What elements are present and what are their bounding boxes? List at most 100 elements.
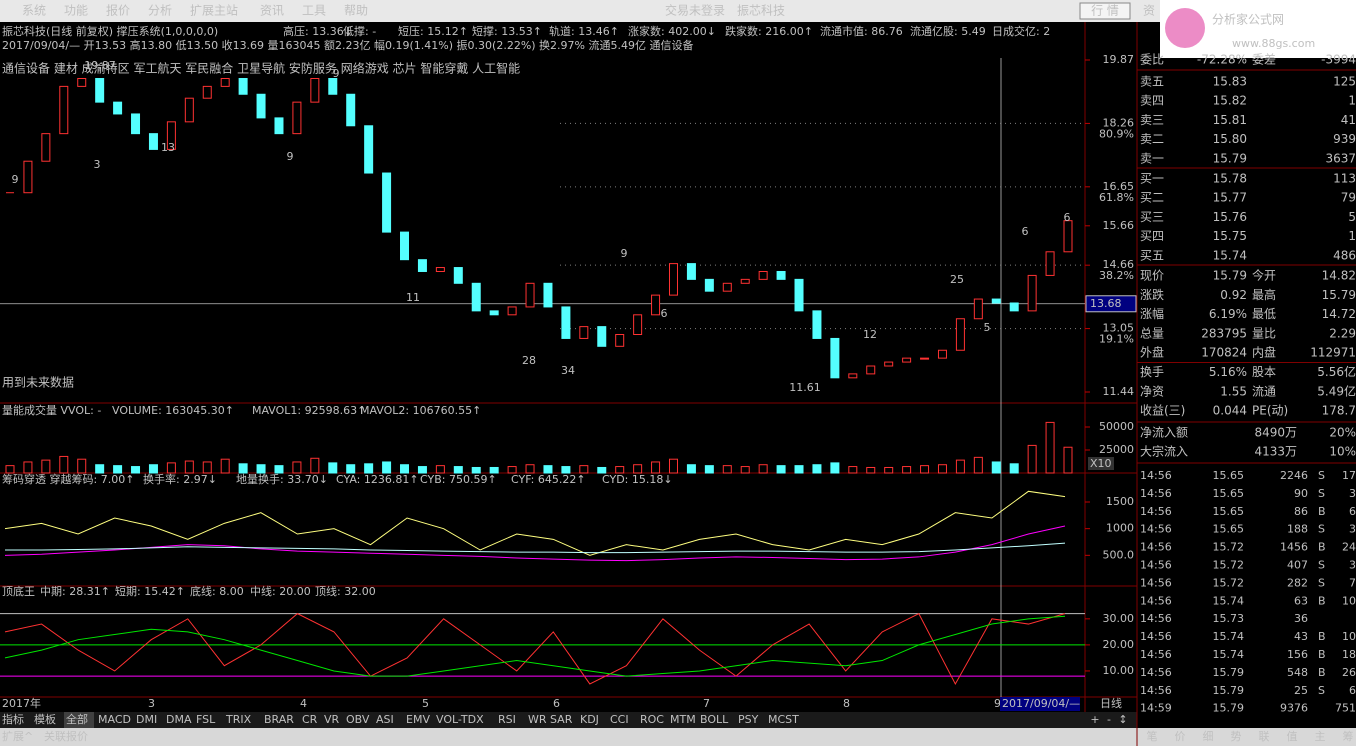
candle (525, 282, 535, 308)
book-label: 买四 (1140, 229, 1164, 243)
tab[interactable]: FSL (196, 713, 216, 726)
tick-time: 14:56 (1140, 505, 1172, 518)
tick-volume: 90 (1294, 487, 1308, 500)
tab[interactable]: 指标 (2, 712, 24, 726)
indicator: 低撑: - (343, 24, 376, 38)
period: 日线 (1100, 696, 1122, 710)
tick-volume: 9376 (1280, 702, 1308, 715)
y-tick-label: 1000 (1106, 522, 1134, 535)
tab[interactable]: ASI (376, 713, 394, 726)
menu-item[interactable]: 扩展主站 (190, 4, 238, 18)
tab[interactable]: 模板 (34, 712, 56, 726)
menu-item[interactable]: 功能 (64, 4, 88, 18)
tab[interactable]: KDJ (580, 713, 599, 726)
side-tab[interactable]: 值 (1287, 730, 1298, 743)
tick-side: B (1318, 505, 1326, 518)
tab[interactable]: BOLL (700, 713, 729, 726)
tab[interactable]: 全部 (66, 712, 88, 726)
cursor-price: 13.68 (1090, 297, 1122, 310)
candle (579, 326, 589, 339)
tab-control[interactable]: + (1090, 713, 1099, 726)
tick-side: B (1318, 648, 1326, 661)
tab[interactable]: MTM (670, 713, 696, 726)
menu-item[interactable]: 报价 (106, 3, 130, 18)
candle (202, 85, 212, 99)
side-tab[interactable]: 细 (1203, 730, 1214, 743)
menu-item[interactable]: 系统 (22, 4, 46, 18)
footer-tab[interactable]: 关联报价 (44, 729, 88, 743)
side-tab[interactable]: 势 (1231, 730, 1242, 743)
volume-bar (23, 461, 33, 474)
volume-bar (220, 458, 230, 474)
volume-bar (615, 466, 625, 474)
tab[interactable]: DMA (166, 713, 192, 726)
tab-control[interactable]: - (1107, 713, 1111, 726)
tab[interactable]: MCST (768, 713, 799, 726)
tab[interactable]: DMI (136, 713, 157, 726)
y-tick-label: 18.26 (1103, 116, 1135, 129)
indicator: 短撑: 13.53↑ (472, 24, 542, 38)
side-tab[interactable]: 价 (1175, 730, 1186, 743)
book-price: 15.75 (1213, 229, 1247, 243)
candle (902, 357, 912, 363)
tab[interactable]: OBV (346, 713, 370, 726)
book-volume: 5 (1348, 210, 1356, 224)
candle (597, 326, 607, 347)
volume-bar (740, 466, 750, 474)
tab[interactable]: BRAR (264, 713, 294, 726)
footer-tab[interactable]: 扩展^ (2, 729, 33, 743)
book-label: 买三 (1140, 210, 1164, 224)
flow-label: 净流入额 (1140, 426, 1188, 440)
quote-label: 委比 (1140, 53, 1164, 67)
button[interactable]: 资 (1143, 4, 1155, 18)
menu-item[interactable]: 帮助 (344, 4, 368, 18)
tab[interactable]: RSI (498, 713, 516, 726)
indicator: 底线: 8.00 (190, 584, 244, 598)
book-label: 买二 (1140, 191, 1164, 205)
side-tab[interactable]: 笔 (1147, 729, 1158, 743)
tab[interactable]: VOL-TDX (436, 713, 484, 726)
book-price: 15.80 (1213, 132, 1247, 146)
stat-label: 总量 (1140, 326, 1164, 340)
fib-label: 80.9% (1099, 127, 1134, 140)
panel-title: 筹码穿透 穿越筹码: 7.00↑ (2, 472, 134, 486)
tab[interactable]: CCI (610, 713, 629, 726)
tab[interactable]: PSY (738, 713, 759, 726)
tick-count: 751 (1335, 702, 1356, 715)
menu-item[interactable]: 资讯 (260, 4, 284, 18)
menu-item[interactable]: 工具 (302, 4, 326, 18)
tab[interactable]: EMV (406, 713, 430, 726)
tab[interactable]: MACD (98, 713, 131, 726)
tab[interactable]: CR (302, 713, 318, 726)
tab[interactable]: ROC (640, 713, 664, 726)
annotation: 9 (621, 247, 628, 260)
tab[interactable]: WR (528, 713, 547, 726)
side-tab[interactable]: 联 (1259, 730, 1270, 743)
series-line (5, 542, 1066, 554)
volume-bar (866, 466, 876, 474)
indicator: 中线: 20.00 (250, 584, 311, 598)
button[interactable]: 行 情 (1091, 4, 1119, 18)
candle (776, 270, 786, 280)
volume-bar (148, 464, 158, 474)
candle (1009, 302, 1019, 312)
stat-label: 涨跌 (1140, 287, 1164, 302)
tick-count: 3 (1349, 487, 1356, 500)
tick-price: 15.72 (1213, 541, 1245, 554)
tick-time: 14:56 (1140, 487, 1172, 500)
indicator: MAVOL2: 106760.55↑ (360, 404, 481, 417)
stat-value: 170824 (1201, 346, 1247, 360)
side-tab[interactable]: 主 (1315, 730, 1326, 743)
y-tick-label: 14.66 (1103, 258, 1135, 271)
tick-price: 15.72 (1213, 559, 1245, 572)
tab[interactable]: VR (324, 713, 340, 726)
menu-item[interactable]: 分析 (148, 4, 172, 18)
side-tab[interactable]: 筹 (1343, 729, 1354, 743)
tab[interactable]: TRIX (225, 713, 252, 726)
tick-time: 14:56 (1140, 684, 1172, 697)
tab-control[interactable]: ↕ (1118, 713, 1127, 726)
tab-strip (0, 712, 1137, 728)
candle (991, 298, 1001, 304)
tab[interactable]: SAR (550, 713, 573, 726)
